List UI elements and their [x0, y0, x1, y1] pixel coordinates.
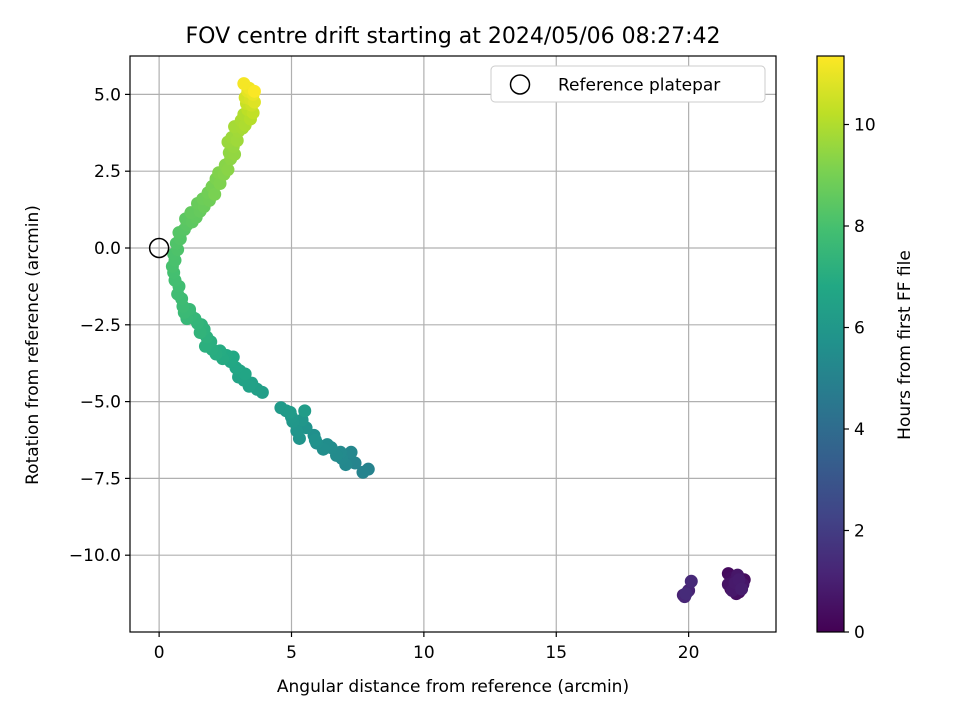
legend: Reference platepar: [490, 65, 766, 103]
colorbar: [816, 55, 845, 633]
y-tick-label: −5.0: [80, 393, 121, 413]
data-point: [247, 84, 261, 98]
axes-frame: [129, 55, 777, 633]
y-tick-label: 2.5: [94, 162, 121, 182]
data-point: [208, 187, 222, 201]
data-point: [735, 582, 749, 596]
x-tick-label: 15: [545, 643, 567, 663]
legend-entry-reference-platepar: Reference platepar: [558, 76, 720, 96]
y-tick-label: 0.0: [94, 239, 121, 259]
x-axis-ticks: 0 5 10 15 20: [154, 632, 700, 663]
colorbar-tick-label: 2: [854, 522, 865, 542]
data-point: [684, 574, 698, 588]
data-point: [298, 404, 312, 418]
scatter-points: [165, 77, 751, 604]
data-point: [283, 405, 297, 419]
data-point: [221, 163, 235, 177]
x-tick-label: 10: [413, 643, 435, 663]
data-point: [308, 433, 322, 447]
y-tick-label: 5.0: [94, 85, 121, 105]
data-point: [344, 445, 358, 459]
data-point: [356, 465, 370, 479]
y-tick-label: −7.5: [80, 469, 121, 489]
colorbar-tick-label: 0: [854, 623, 865, 643]
colorbar-tick-label: 10: [854, 116, 876, 136]
data-point: [238, 367, 252, 381]
data-point: [679, 587, 693, 601]
colorbar-tick-label: 4: [854, 420, 865, 440]
data-point: [237, 77, 251, 91]
x-tick-label: 5: [286, 643, 297, 663]
grid: [130, 56, 776, 632]
y-axis-label: Rotation from reference (arcmin): [23, 205, 43, 485]
legend-box: [490, 65, 766, 103]
legend-marker-icon: [509, 74, 531, 95]
y-tick-label: −10.0: [69, 546, 121, 566]
y-tick-label: −2.5: [80, 316, 121, 336]
colorbar-label: Hours from first FF file: [895, 250, 915, 440]
y-axis-ticks: 5.0 2.5 0.0 −2.5 −5.0 −7.5 −10.0: [69, 85, 130, 566]
colorbar-ticks: 0 2 4 6 8 10: [844, 116, 876, 643]
reference-point-marker: [148, 237, 170, 259]
colorbar-tick-label: 6: [854, 319, 865, 339]
chart-title: FOV centre drift starting at 2024/05/06 …: [186, 24, 721, 49]
x-axis-label: Angular distance from reference (arcmin): [277, 677, 629, 697]
x-tick-label: 20: [678, 643, 700, 663]
x-tick-label: 0: [154, 643, 165, 663]
colorbar-tick-label: 8: [854, 217, 865, 237]
